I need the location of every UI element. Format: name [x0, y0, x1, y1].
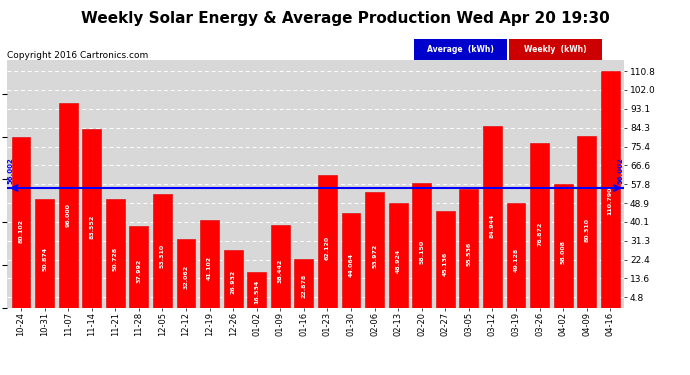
Bar: [106, 199, 125, 308]
Bar: [177, 239, 195, 308]
Text: 50.728: 50.728: [113, 247, 118, 271]
Bar: [554, 184, 573, 308]
Text: 80.310: 80.310: [584, 218, 589, 242]
Bar: [388, 203, 408, 308]
Bar: [82, 129, 101, 308]
Bar: [12, 136, 30, 308]
Bar: [271, 225, 290, 308]
Text: 32.062: 32.062: [184, 265, 188, 289]
Bar: [130, 226, 148, 308]
Text: 83.552: 83.552: [89, 215, 95, 239]
Text: 62.120: 62.120: [325, 236, 330, 260]
Text: 76.872: 76.872: [537, 222, 542, 246]
Bar: [506, 202, 526, 308]
Bar: [436, 211, 455, 308]
Text: 50.874: 50.874: [42, 247, 47, 271]
Bar: [224, 250, 243, 307]
Text: 38.442: 38.442: [278, 258, 283, 283]
Text: Copyright 2016 Cartronics.com: Copyright 2016 Cartronics.com: [7, 51, 148, 60]
Bar: [59, 103, 77, 308]
Bar: [460, 189, 478, 308]
Text: 56.002: 56.002: [618, 157, 624, 184]
Bar: [200, 220, 219, 308]
Bar: [483, 126, 502, 308]
Bar: [342, 213, 360, 308]
Text: 80.102: 80.102: [19, 219, 23, 243]
Bar: [318, 175, 337, 308]
Text: Weekly  (kWh): Weekly (kWh): [524, 45, 587, 54]
Text: 110.790: 110.790: [608, 187, 613, 215]
Bar: [578, 136, 596, 308]
Bar: [247, 272, 266, 308]
Bar: [365, 192, 384, 308]
Text: 58.150: 58.150: [420, 240, 424, 264]
Text: Weekly Solar Energy & Average Production Wed Apr 20 19:30: Weekly Solar Energy & Average Production…: [81, 11, 609, 26]
Text: 58.008: 58.008: [561, 240, 566, 264]
Text: 16.534: 16.534: [254, 279, 259, 304]
Bar: [413, 183, 431, 308]
Text: 49.128: 49.128: [513, 248, 518, 273]
Bar: [530, 144, 549, 308]
Text: 84.944: 84.944: [490, 214, 495, 238]
Text: 44.064: 44.064: [348, 253, 353, 277]
Text: 48.924: 48.924: [395, 248, 401, 273]
Text: 41.102: 41.102: [207, 256, 212, 280]
Bar: [295, 259, 313, 308]
Bar: [153, 194, 172, 308]
Text: 53.310: 53.310: [160, 244, 165, 268]
Bar: [601, 71, 620, 308]
Bar: [35, 199, 54, 308]
Text: 53.972: 53.972: [372, 243, 377, 268]
Text: Average  (kWh): Average (kWh): [427, 45, 494, 54]
Text: 37.992: 37.992: [137, 259, 141, 283]
Text: 45.136: 45.136: [443, 252, 448, 276]
Text: 96.000: 96.000: [66, 203, 70, 227]
Text: 56.002: 56.002: [8, 157, 13, 184]
Text: 26.932: 26.932: [230, 270, 236, 294]
Text: 55.536: 55.536: [466, 242, 471, 266]
Text: 22.878: 22.878: [302, 273, 306, 298]
